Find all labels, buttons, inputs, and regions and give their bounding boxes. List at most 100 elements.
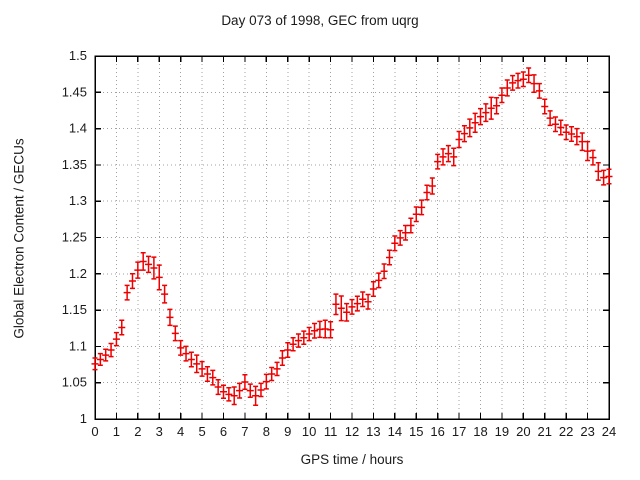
data-point-errorbar (605, 168, 613, 185)
x-tick-label: 18 (473, 424, 487, 439)
data-point-errorbar (353, 295, 361, 312)
data-point-errorbar (498, 87, 506, 104)
y-tick-label: 1 (80, 411, 87, 426)
y-tick-label: 1.25 (62, 230, 87, 245)
data-point-errorbar (439, 148, 447, 166)
y-tick-label: 1.35 (62, 157, 87, 172)
y-tick-label: 1.1 (69, 338, 87, 353)
data-point-errorbar (487, 96, 495, 120)
data-point-errorbar (268, 366, 276, 382)
data-point-errorbar (525, 67, 533, 84)
data-point-errorbar (225, 387, 233, 402)
data-point-errorbar (348, 298, 356, 315)
data-point-errorbar (385, 249, 393, 266)
x-tick-label: 21 (538, 424, 552, 439)
y-tick-label: 1.45 (62, 84, 87, 99)
data-point-errorbar (546, 110, 554, 127)
data-point-errorbar (509, 74, 517, 91)
data-point-errorbar (519, 71, 527, 88)
data-point-errorbar (102, 348, 110, 362)
data-point-errorbar (369, 281, 377, 298)
data-point-errorbar (514, 72, 522, 89)
data-point-errorbar (396, 229, 404, 246)
data-point-errorbar (434, 153, 442, 170)
data-point-errorbar (155, 264, 163, 291)
data-point-errorbar (134, 261, 142, 279)
data-point-errorbar (203, 365, 211, 382)
data-point-errorbar (600, 169, 608, 186)
x-tick-label: 0 (91, 424, 98, 439)
data-point-errorbar (311, 322, 319, 339)
data-point-errorbar (246, 383, 254, 398)
data-point-errorbar (428, 177, 436, 195)
data-point-errorbar (91, 357, 99, 371)
data-point-errorbar (375, 272, 383, 289)
data-point-errorbar (187, 351, 195, 368)
data-point-errorbar (198, 360, 206, 377)
data-point-errorbar (594, 161, 602, 181)
data-point-errorbar (380, 263, 388, 280)
x-tick-label: 5 (198, 424, 205, 439)
y-tick-label: 1.3 (69, 193, 87, 208)
x-tick-label: 22 (559, 424, 573, 439)
data-point-errorbar (402, 224, 410, 241)
data-point-errorbar (551, 116, 559, 133)
x-tick-label: 8 (263, 424, 270, 439)
data-point-errorbar (444, 144, 452, 163)
x-tick-label: 4 (177, 424, 184, 439)
data-point-errorbar (214, 379, 222, 396)
data-point-errorbar (236, 382, 244, 399)
data-point-errorbar (305, 326, 313, 342)
data-point-errorbar (278, 350, 286, 367)
chart-title: Day 073 of 1998, GEC from uqrg (221, 13, 419, 28)
x-tick-label: 6 (220, 424, 227, 439)
data-point-errorbar (262, 373, 270, 390)
data-point-errorbar (332, 293, 340, 316)
data-point-errorbar (418, 199, 426, 216)
data-point-errorbar (557, 119, 565, 136)
data-point-errorbar (139, 251, 147, 271)
data-point-errorbar (455, 130, 463, 149)
y-tick-label: 1.4 (69, 121, 87, 136)
data-point-errorbar (535, 82, 543, 99)
data-point-errorbar (209, 369, 217, 386)
data-point-errorbar (321, 319, 329, 339)
y-axis-title: Global Electron Content / GECUs (11, 138, 27, 339)
x-tick-label: 1 (113, 424, 120, 439)
y-tick-label: 1.5 (69, 48, 87, 63)
data-point-errorbar (482, 103, 490, 123)
data-point-errorbar (230, 386, 238, 406)
x-tick-label: 3 (156, 424, 163, 439)
data-point-errorbar (471, 112, 479, 133)
x-tick-label: 11 (324, 424, 338, 439)
data-point-errorbar (257, 382, 265, 398)
data-point-errorbar (578, 132, 586, 152)
y-tick-label: 1.15 (62, 302, 87, 317)
data-point-errorbar (118, 319, 126, 336)
data-point-errorbar (562, 124, 570, 141)
data-point-errorbar (171, 325, 179, 342)
data-point-errorbar (252, 385, 260, 406)
x-tick-label: 14 (388, 424, 402, 439)
x-tick-label: 15 (409, 424, 423, 439)
data-point-errorbar (193, 354, 201, 374)
data-point-errorbar (220, 384, 227, 400)
data-point-errorbar (96, 352, 104, 367)
x-axis-title: GPS time / hours (300, 452, 404, 467)
error-bar-series (91, 67, 613, 406)
data-point-errorbar (123, 284, 131, 301)
x-tick-label: 23 (580, 424, 594, 439)
x-tick-label: 9 (284, 424, 291, 439)
data-point-errorbar (477, 107, 484, 126)
x-tick-label: 20 (516, 424, 530, 439)
data-point-errorbar (327, 320, 335, 339)
data-point-errorbar (460, 124, 468, 143)
data-point-errorbar (364, 293, 372, 310)
data-point-errorbar (584, 140, 592, 162)
data-point-errorbar (412, 206, 420, 223)
data-point-errorbar (407, 217, 415, 234)
x-tick-label: 2 (134, 424, 141, 439)
x-tick-label: 10 (302, 424, 316, 439)
data-point-errorbar (391, 235, 399, 252)
x-tick-label: 12 (345, 424, 359, 439)
